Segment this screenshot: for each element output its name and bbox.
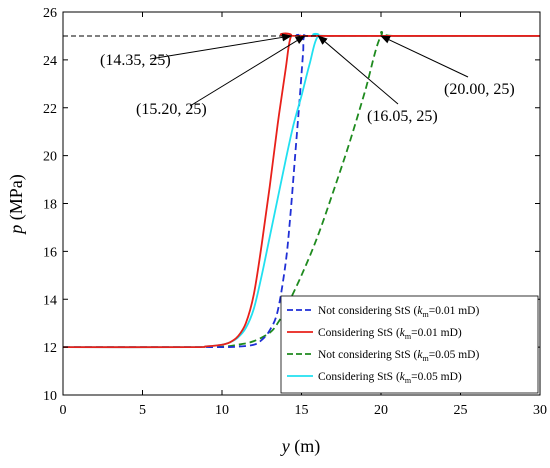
x-tick-label: 15: [295, 403, 309, 418]
y-tick-label: 22: [43, 102, 57, 117]
annotation-label: (20.00, 25): [444, 81, 515, 98]
legend-frame: [280, 295, 539, 394]
annotation-arrow: [380, 35, 469, 78]
x-tick-label: 0: [60, 403, 67, 418]
x-tick-label: 25: [454, 403, 468, 418]
annotation-label: (15.20, 25): [136, 101, 207, 118]
x-tick-label: 5: [139, 403, 146, 418]
y-tick-label: 20: [43, 150, 57, 165]
legend-entry-label: Not considering StS (km=0.01 mD): [318, 305, 479, 319]
x-tick-label: 30: [533, 403, 547, 418]
series-line-3: [63, 31, 540, 349]
y-tick-label: 14: [43, 293, 57, 308]
legend: Not considering StS (km=0.01 mD) Consider…: [280, 295, 539, 394]
annotation-arrow: [149, 33, 293, 60]
y-tick-label: 12: [43, 341, 57, 356]
x-tick-label: 10: [215, 403, 229, 418]
annotation-arrow: [317, 35, 399, 105]
legend-entry-label: Not considering StS (km=0.05 mD): [318, 349, 479, 363]
x-tick-label: 20: [374, 403, 388, 418]
annotation-label: (14.35, 25): [100, 52, 171, 69]
x-axis-label: y (m): [280, 436, 321, 457]
legend-entry-label: Considering StS (km=0.05 mD): [318, 371, 462, 385]
y-tick-label: 16: [43, 245, 57, 260]
y-tick-label: 10: [43, 389, 57, 404]
y-axis: 10 12 14 16 18 20 22 24 26: [43, 6, 540, 404]
legend-entry-label: Considering StS (km=0.01 mD): [318, 327, 462, 341]
annotation-arrow: [189, 35, 306, 107]
annotation-group: (14.35, 25) (15.20, 25) (16.05, 25) (20.00,…: [100, 33, 515, 125]
y-tick-label: 26: [43, 6, 57, 21]
y-tick-label: 24: [43, 54, 57, 69]
x-axis: 0 5 10 15 20 25 30: [60, 12, 547, 418]
y-tick-label: 18: [43, 198, 57, 213]
annotation-label: (16.05, 25): [367, 108, 438, 125]
y-axis-label: p (MPa): [6, 174, 27, 236]
